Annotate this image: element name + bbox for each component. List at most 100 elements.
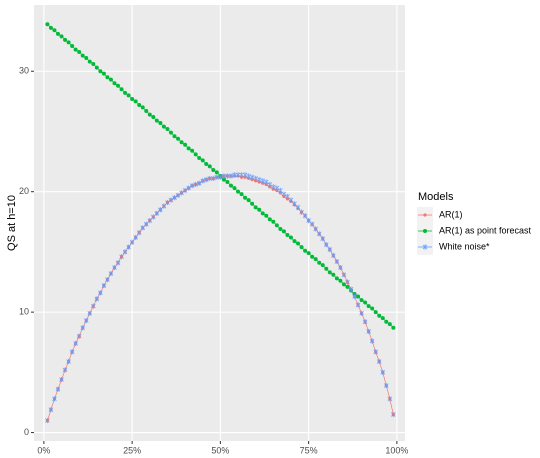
- point: [87, 59, 92, 64]
- point: [362, 319, 368, 325]
- point: [90, 303, 96, 309]
- point: [239, 172, 244, 178]
- point: [211, 168, 216, 173]
- legend-marker: [422, 244, 428, 250]
- point: [257, 207, 262, 212]
- point: [56, 31, 61, 36]
- point: [172, 195, 177, 201]
- point: [391, 411, 396, 418]
- point: [267, 181, 273, 188]
- point: [158, 207, 163, 213]
- point: [327, 270, 332, 275]
- point: [119, 87, 124, 92]
- point: [323, 242, 329, 248]
- point: [327, 246, 333, 253]
- point: [377, 313, 382, 318]
- point: [133, 234, 138, 241]
- point: [387, 396, 393, 402]
- point: [105, 277, 110, 283]
- point: [151, 115, 156, 120]
- point: [341, 282, 346, 287]
- point: [288, 197, 294, 203]
- point: [196, 180, 202, 186]
- point: [52, 28, 57, 33]
- point: [204, 161, 209, 166]
- point: [246, 173, 251, 179]
- point: [214, 174, 220, 180]
- point: [246, 198, 251, 203]
- point: [80, 325, 86, 331]
- point: [355, 302, 361, 308]
- point: [310, 254, 315, 259]
- point: [154, 210, 160, 216]
- point: [225, 180, 230, 185]
- x-tick-label: 75%: [300, 445, 318, 455]
- point: [236, 189, 241, 194]
- point: [313, 257, 318, 262]
- y-tick-label: 20: [19, 186, 29, 196]
- point: [373, 310, 378, 315]
- point: [221, 173, 227, 179]
- point: [108, 77, 113, 82]
- point: [119, 254, 124, 260]
- point: [363, 300, 368, 305]
- point: [316, 231, 322, 237]
- point: [161, 124, 166, 129]
- point: [63, 37, 68, 42]
- point: [232, 186, 237, 191]
- point: [189, 183, 195, 189]
- point: [263, 179, 269, 185]
- point: [70, 43, 75, 48]
- point: [235, 172, 241, 178]
- point: [260, 211, 265, 216]
- point: [126, 244, 131, 250]
- point: [274, 185, 280, 191]
- point: [144, 108, 149, 113]
- point: [59, 376, 64, 383]
- point: [221, 177, 226, 182]
- point: [271, 219, 276, 224]
- point: [158, 121, 163, 126]
- point: [253, 175, 259, 182]
- point: [45, 417, 50, 424]
- point: [94, 296, 100, 302]
- point: [303, 248, 308, 253]
- legend-label: AR(1): [439, 209, 463, 219]
- point: [190, 148, 195, 153]
- point: [83, 317, 89, 324]
- point: [168, 130, 173, 135]
- point: [242, 172, 248, 178]
- point: [285, 193, 290, 200]
- point: [211, 175, 216, 182]
- point: [391, 325, 396, 330]
- y-tick-label: 10: [19, 307, 29, 317]
- series: [45, 172, 396, 424]
- point: [376, 358, 382, 365]
- point: [281, 191, 287, 197]
- point: [66, 358, 71, 365]
- point: [278, 187, 283, 194]
- x-tick-label: 25%: [123, 445, 141, 455]
- point: [108, 270, 114, 277]
- point: [137, 102, 142, 107]
- point: [203, 177, 209, 183]
- point: [76, 333, 82, 339]
- point: [73, 340, 78, 347]
- point: [214, 170, 219, 175]
- point: [55, 386, 61, 392]
- point: [331, 252, 336, 259]
- point: [73, 47, 78, 52]
- point: [302, 213, 308, 219]
- point: [112, 81, 117, 86]
- point: [197, 155, 202, 160]
- point: [126, 93, 131, 98]
- legend-marker: [423, 213, 427, 217]
- point: [48, 407, 54, 413]
- x-tick-label: 100%: [385, 445, 408, 455]
- point: [383, 382, 389, 389]
- point: [271, 184, 276, 190]
- point: [320, 236, 326, 242]
- point: [309, 221, 315, 227]
- point: [334, 276, 339, 281]
- point: [338, 278, 343, 283]
